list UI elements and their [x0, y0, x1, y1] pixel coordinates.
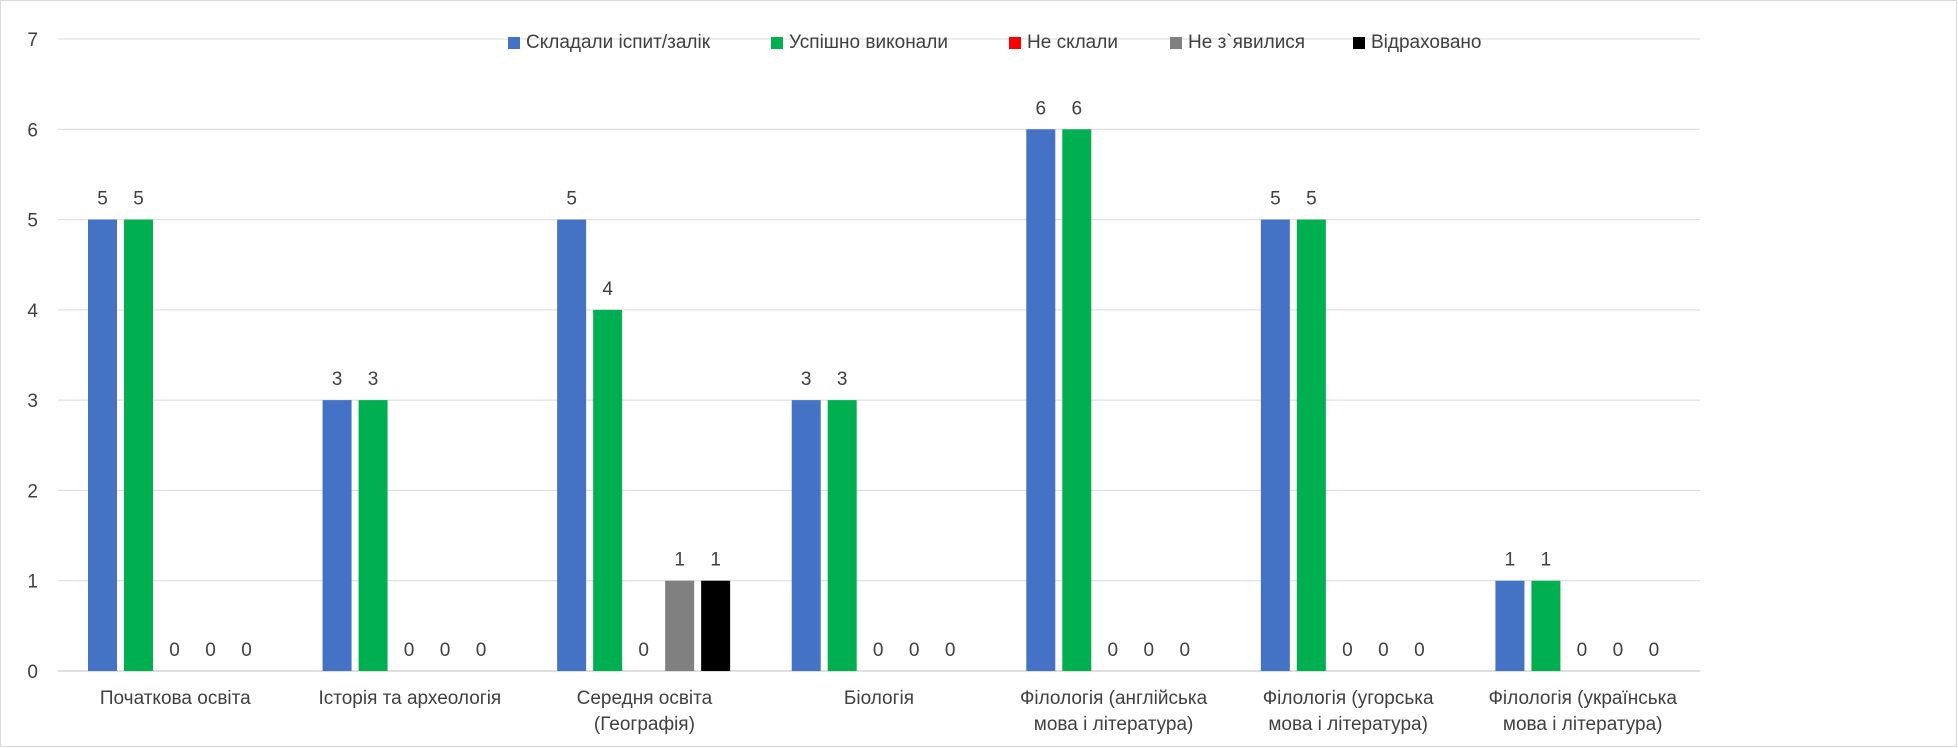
bar: [827, 400, 857, 671]
category-label: Філологія (угорська: [1263, 688, 1434, 709]
category-label: Філологія (англійська: [1020, 688, 1208, 709]
data-label: 0: [476, 640, 487, 661]
bar: [358, 400, 388, 671]
data-label: 0: [1378, 640, 1389, 661]
y-tick-label: 4: [27, 301, 38, 322]
data-label: 5: [1306, 189, 1317, 210]
data-label: 0: [404, 640, 415, 661]
bar: [1062, 129, 1092, 672]
data-label: 3: [368, 369, 379, 390]
data-label: 0: [945, 640, 956, 661]
legend-swatch: [1170, 37, 1182, 49]
y-tick-label: 7: [27, 30, 38, 51]
legend-label: Відраховано: [1371, 32, 1481, 53]
data-label: 0: [169, 640, 180, 661]
bar: [1531, 580, 1561, 671]
y-tick-label: 3: [27, 391, 38, 412]
bar: [593, 309, 623, 671]
y-tick-label: 5: [27, 211, 38, 232]
data-label: 6: [1071, 98, 1082, 119]
category-label: мова і література): [1503, 714, 1663, 735]
y-tick-label: 0: [27, 662, 38, 683]
legend-swatch: [1009, 37, 1021, 49]
category-label: Початкова освіта: [100, 688, 251, 709]
bar: [88, 219, 117, 672]
data-label: 1: [710, 550, 721, 571]
data-label: 0: [1649, 640, 1660, 661]
data-label: 3: [801, 369, 812, 390]
data-label: 1: [1505, 550, 1516, 571]
data-label: 5: [566, 189, 577, 210]
data-label: 5: [133, 189, 144, 210]
bar: [701, 580, 731, 671]
bar: [1495, 580, 1525, 671]
data-label: 5: [97, 189, 108, 210]
data-label: 0: [1342, 640, 1353, 661]
bar: [1296, 219, 1326, 672]
data-label: 0: [440, 640, 451, 661]
data-label: 0: [205, 640, 216, 661]
legend-label: Не склали: [1027, 32, 1118, 53]
data-label: 0: [1577, 640, 1588, 661]
data-label: 1: [674, 550, 685, 571]
category-label: Біологія: [844, 688, 914, 709]
data-label: 3: [837, 369, 848, 390]
bar: [791, 400, 821, 671]
data-label: 0: [241, 640, 252, 661]
bar: [1026, 129, 1056, 672]
bar: [557, 219, 587, 672]
data-label: 0: [638, 640, 649, 661]
data-label: 0: [1143, 640, 1154, 661]
y-tick-label: 1: [27, 572, 38, 593]
bar: [124, 219, 153, 672]
data-label: 0: [909, 640, 920, 661]
data-label: 6: [1035, 98, 1046, 119]
legend-swatch: [1353, 37, 1365, 49]
legend-label: Не з`явилися: [1188, 32, 1305, 53]
legend-swatch: [771, 37, 783, 49]
y-tick-label: 6: [27, 120, 38, 141]
data-label: 4: [602, 279, 613, 300]
category-label: Історія та археологія: [318, 688, 501, 709]
category-label: Філологія (українська: [1488, 688, 1677, 709]
data-label: 3: [332, 369, 343, 390]
data-label: 0: [1414, 640, 1425, 661]
data-label: 0: [1613, 640, 1624, 661]
data-label: 0: [1107, 640, 1118, 661]
legend-label: Успішно виконали: [789, 32, 948, 53]
bar: [665, 580, 695, 671]
data-label: 5: [1270, 189, 1281, 210]
legend-swatch: [508, 37, 520, 49]
bar: [1260, 219, 1290, 672]
category-label: мова і література): [1268, 714, 1428, 735]
data-label: 0: [1179, 640, 1190, 661]
category-label: мова і література): [1034, 714, 1194, 735]
category-label: (Географія): [594, 714, 695, 735]
data-label: 1: [1541, 550, 1552, 571]
bar: [322, 400, 352, 671]
category-label: Середня освіта: [577, 688, 713, 709]
y-tick-label: 2: [27, 481, 38, 502]
data-label: 0: [873, 640, 884, 661]
legend-label: Складали іспит/залік: [526, 32, 711, 53]
